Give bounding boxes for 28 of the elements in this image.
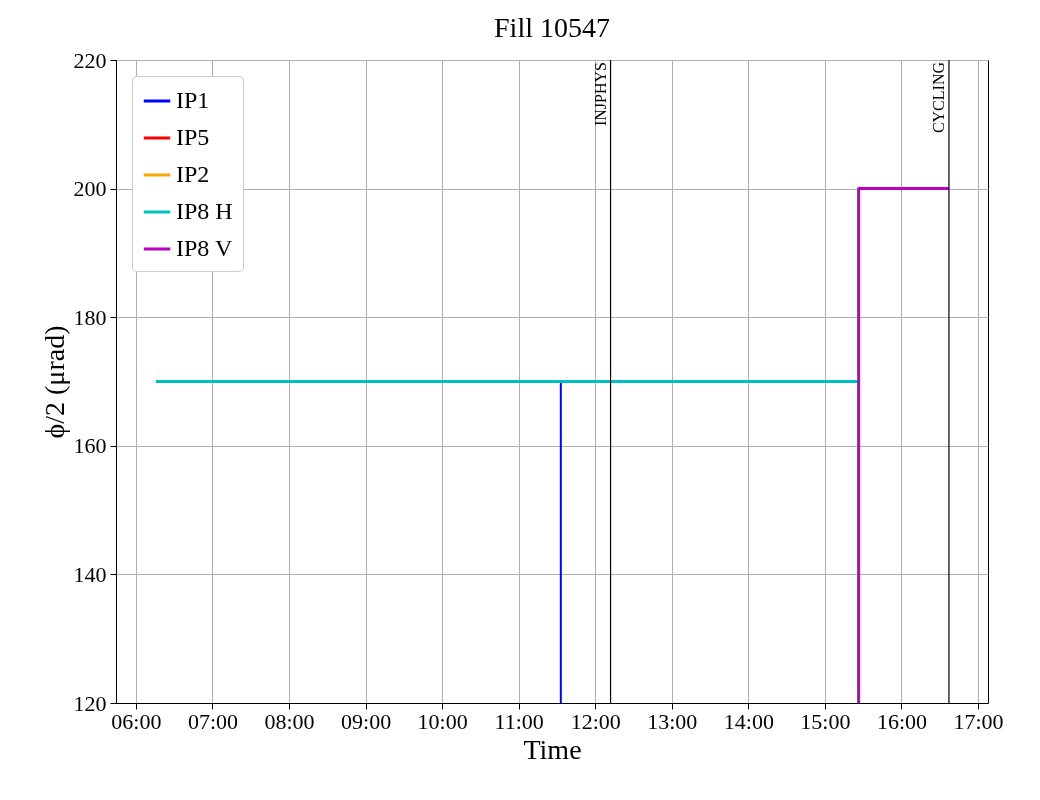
y-axis-title: ϕ/2 (μrad)	[38, 325, 70, 439]
x-tick-label: 15:00	[800, 708, 851, 734]
y-tick-label: 120	[73, 690, 107, 716]
x-tick-label: 09:00	[341, 708, 392, 734]
y-tick-label: 200	[73, 176, 107, 202]
y-tick-label: 220	[73, 47, 107, 73]
ref-line-label: INJPHYS	[591, 62, 609, 127]
x-tick-label: 12:00	[570, 708, 621, 734]
x-tick-label: 13:00	[647, 708, 698, 734]
x-tick-label: 14:00	[723, 708, 774, 734]
x-tick-label: 10:00	[417, 708, 468, 734]
chart-title: Fill 10547	[494, 12, 610, 43]
y-tick-label: 160	[73, 433, 107, 459]
ref-line-label: CYCLING	[929, 61, 947, 134]
legend-label: IP8 H	[176, 198, 233, 224]
legend-label: IP8 V	[176, 235, 233, 261]
x-tick-label: 16:00	[876, 708, 928, 734]
x-tick-label: 11:00	[494, 708, 544, 734]
x-tick-label: 17:00	[953, 708, 1004, 734]
x-axis-title: Time	[523, 733, 582, 765]
y-tick-label: 180	[73, 304, 107, 330]
legend-label: IP2	[176, 161, 210, 187]
legend-label: IP5	[176, 124, 210, 150]
x-tick-label: 08:00	[264, 708, 315, 734]
y-tick-label: 140	[73, 561, 107, 587]
x-tick-label: 06:00	[111, 708, 162, 734]
x-tick-label: 07:00	[187, 708, 239, 734]
legend-label: IP1	[176, 87, 210, 113]
